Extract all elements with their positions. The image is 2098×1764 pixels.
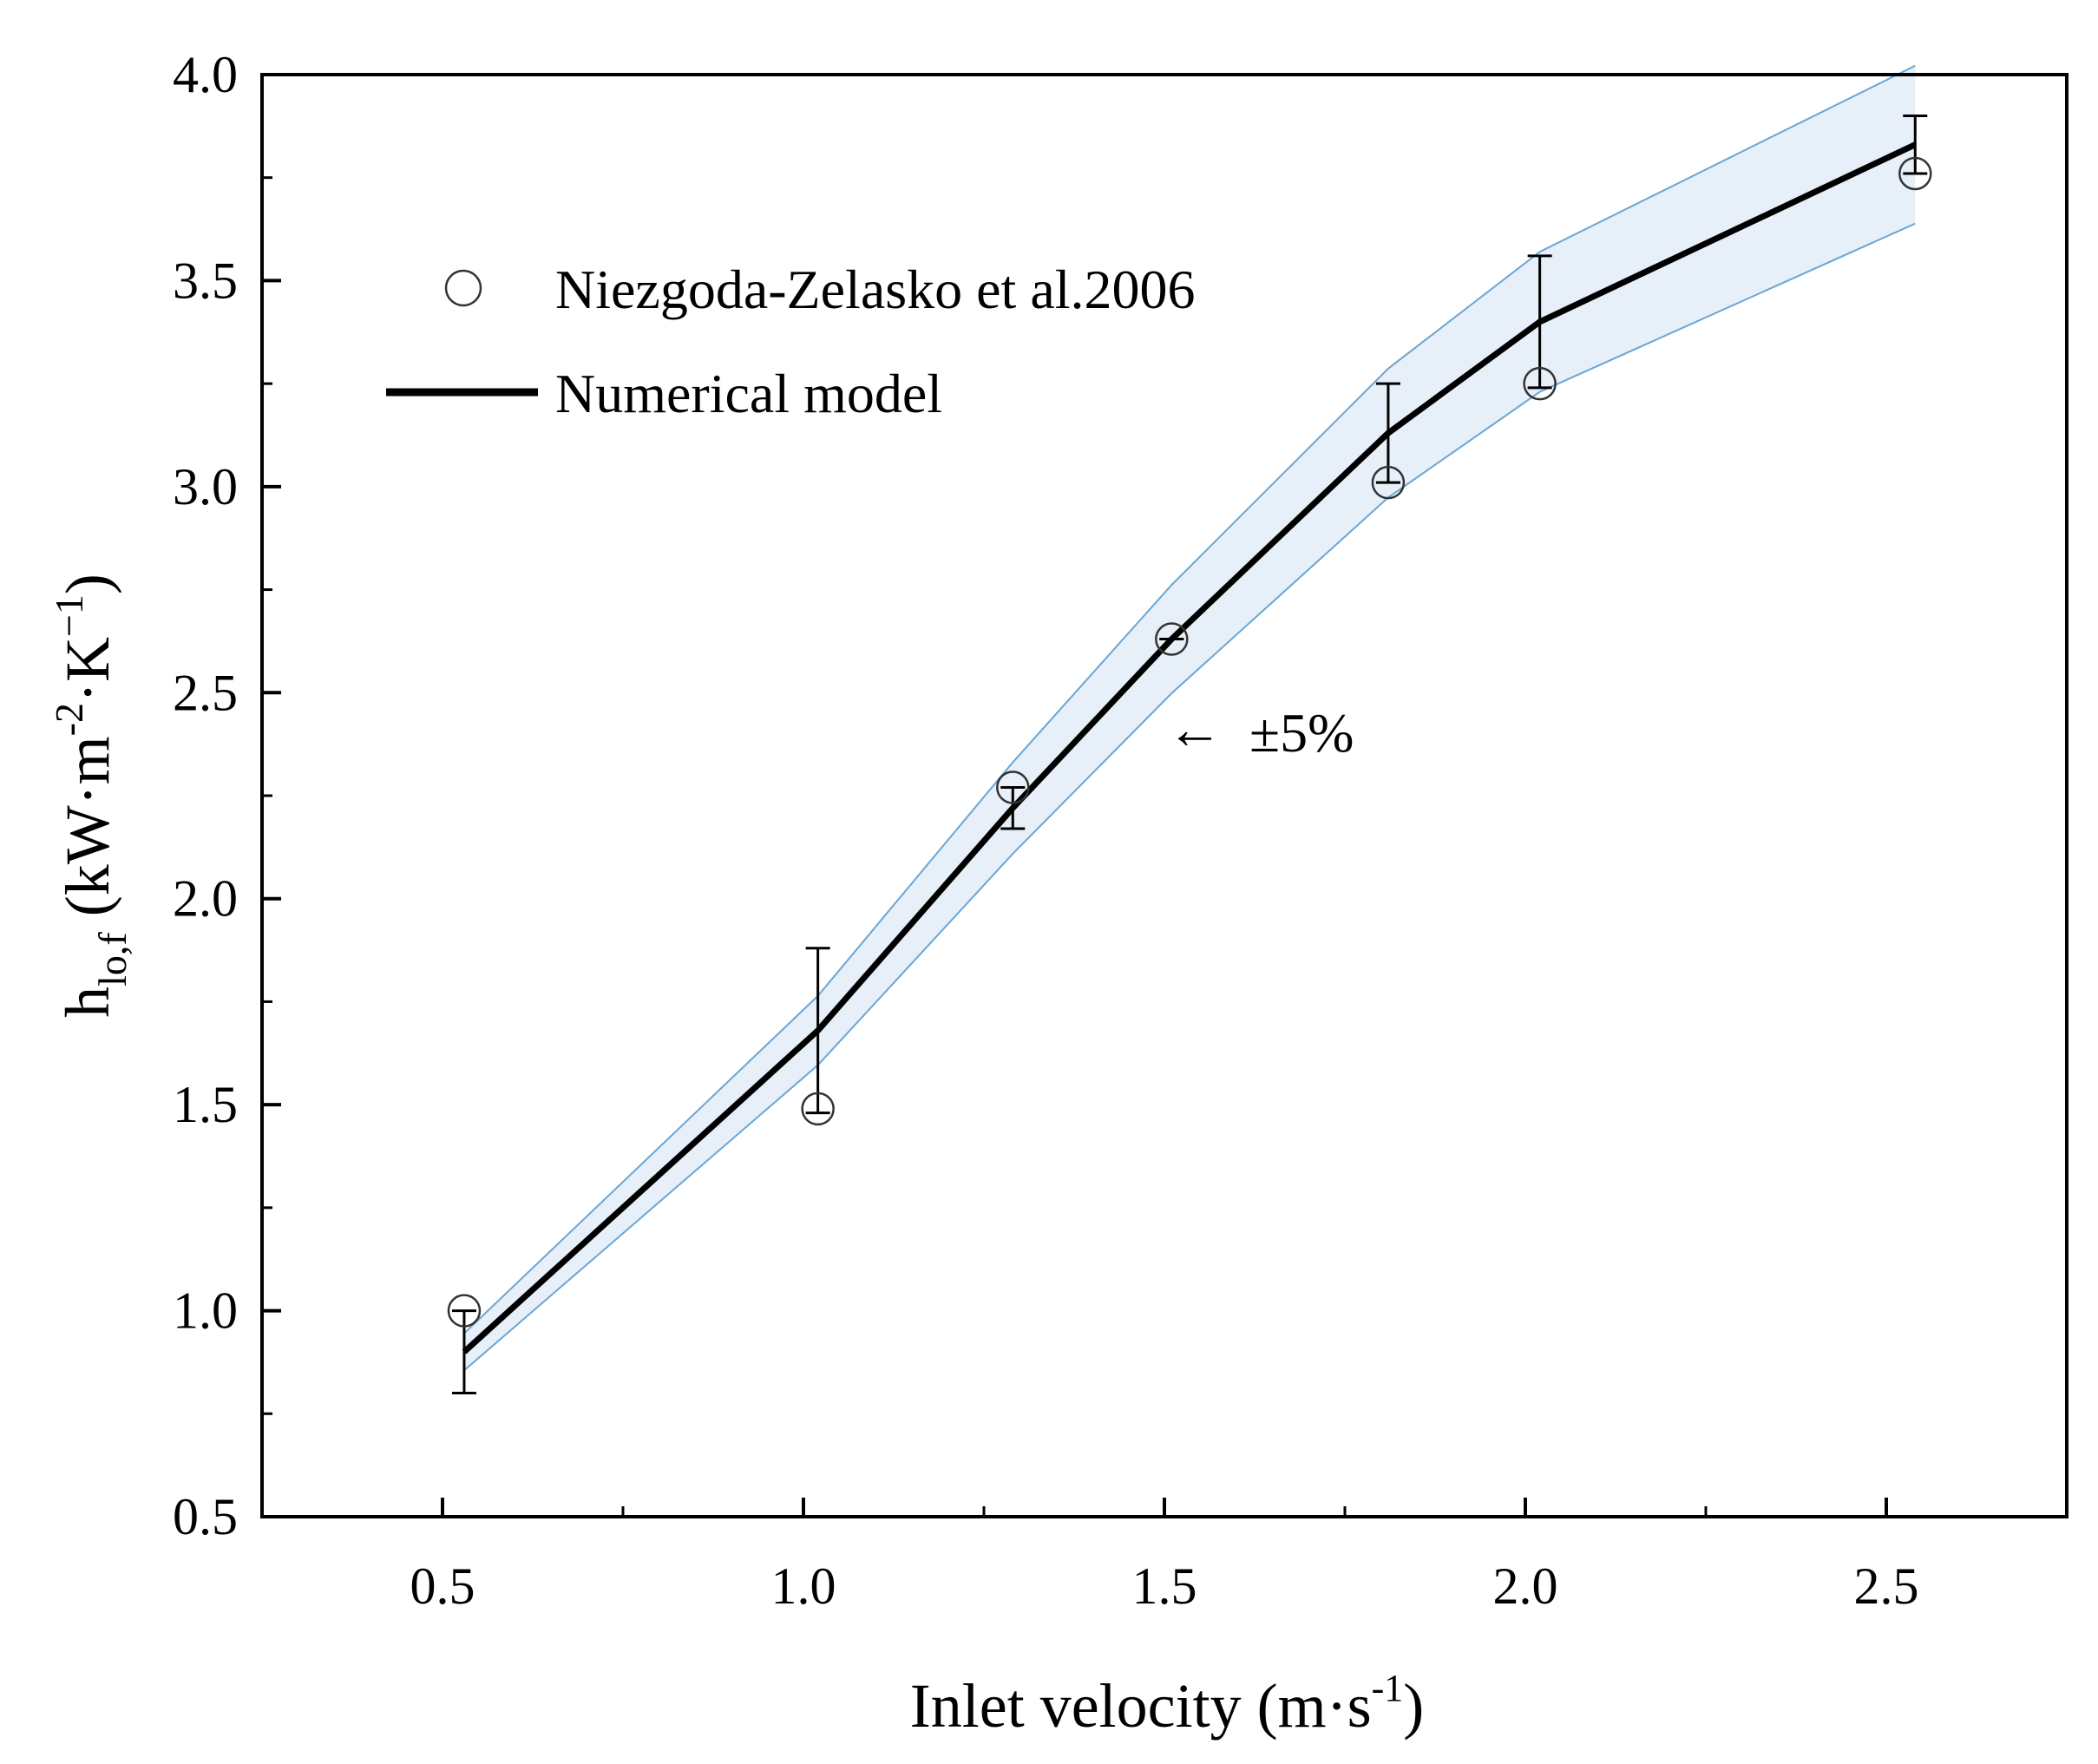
legend-marker-circle <box>444 269 482 307</box>
legend: Niezgoda-Zelasko et al.2006 Numerical mo… <box>386 259 1196 424</box>
band-annotation-label: ±5% <box>1249 702 1354 764</box>
data-point <box>996 771 1030 804</box>
y-axis-label-mid2: ·K <box>53 637 122 703</box>
x-axis-label-sup: -1 <box>1372 1667 1404 1709</box>
y-tick-label: 1.0 <box>173 1282 238 1340</box>
x-tick-label: 2.5 <box>1854 1557 1919 1615</box>
data-point <box>801 1092 835 1126</box>
y-axis-label-close: ) <box>53 574 122 594</box>
y-axis-label-mid1: (kW·m <box>53 736 122 932</box>
y-tick-label: 2.0 <box>173 870 238 928</box>
data-point <box>1898 156 1932 191</box>
y-tick-label: 0.5 <box>173 1488 238 1545</box>
data-point <box>1155 622 1189 656</box>
experimental-marker-layer <box>447 156 1932 1328</box>
y-tick-label: 2.5 <box>173 664 238 721</box>
x-tick-label: 2.0 <box>1493 1557 1558 1615</box>
y-axis-label: hlo,f (kW·m-2·K−1) <box>47 574 134 1018</box>
band-annotation: ← ±5% <box>1167 698 1354 764</box>
x-tick-label: 1.5 <box>1132 1557 1197 1615</box>
band-annotation-arrow: ← <box>1167 698 1223 760</box>
x-tick-label: 0.5 <box>410 1557 475 1615</box>
data-point <box>447 1294 482 1328</box>
x-axis-label: Inlet velocity (m·s-1) <box>910 1667 1424 1741</box>
legend-label-model: Numerical model <box>555 363 942 424</box>
model-line <box>462 141 1917 1354</box>
x-tick-label: 1.0 <box>771 1557 836 1615</box>
y-tick-label: 3.5 <box>173 252 238 309</box>
y-tick-label: 4.0 <box>173 46 238 103</box>
band-fill <box>463 65 1916 1371</box>
axes-ticks-layer: 0.5 1.0 1.5 2.0 2.5 0.5 1.0 1.5 2.0 2.5 3.0 3.5 4.0 <box>173 46 1919 1615</box>
x-axis-label-close: ) <box>1403 1671 1424 1741</box>
y-axis-label-h: h <box>53 987 122 1018</box>
data-point <box>1523 366 1557 401</box>
y-tick-label: 3.0 <box>173 458 238 515</box>
legend-label-experiment: Niezgoda-Zelasko et al.2006 <box>555 259 1196 320</box>
y-axis-label-sup1: -2 <box>47 703 91 736</box>
data-point <box>1371 465 1406 500</box>
y-axis-label-sub: lo,f <box>90 932 134 987</box>
y-tick-label: 1.5 <box>173 1076 238 1133</box>
model-line-layer <box>462 141 1917 1354</box>
x-axis-label-main: Inlet velocity (m·s <box>910 1671 1372 1741</box>
y-axis-label-sup2: −1 <box>47 594 91 637</box>
